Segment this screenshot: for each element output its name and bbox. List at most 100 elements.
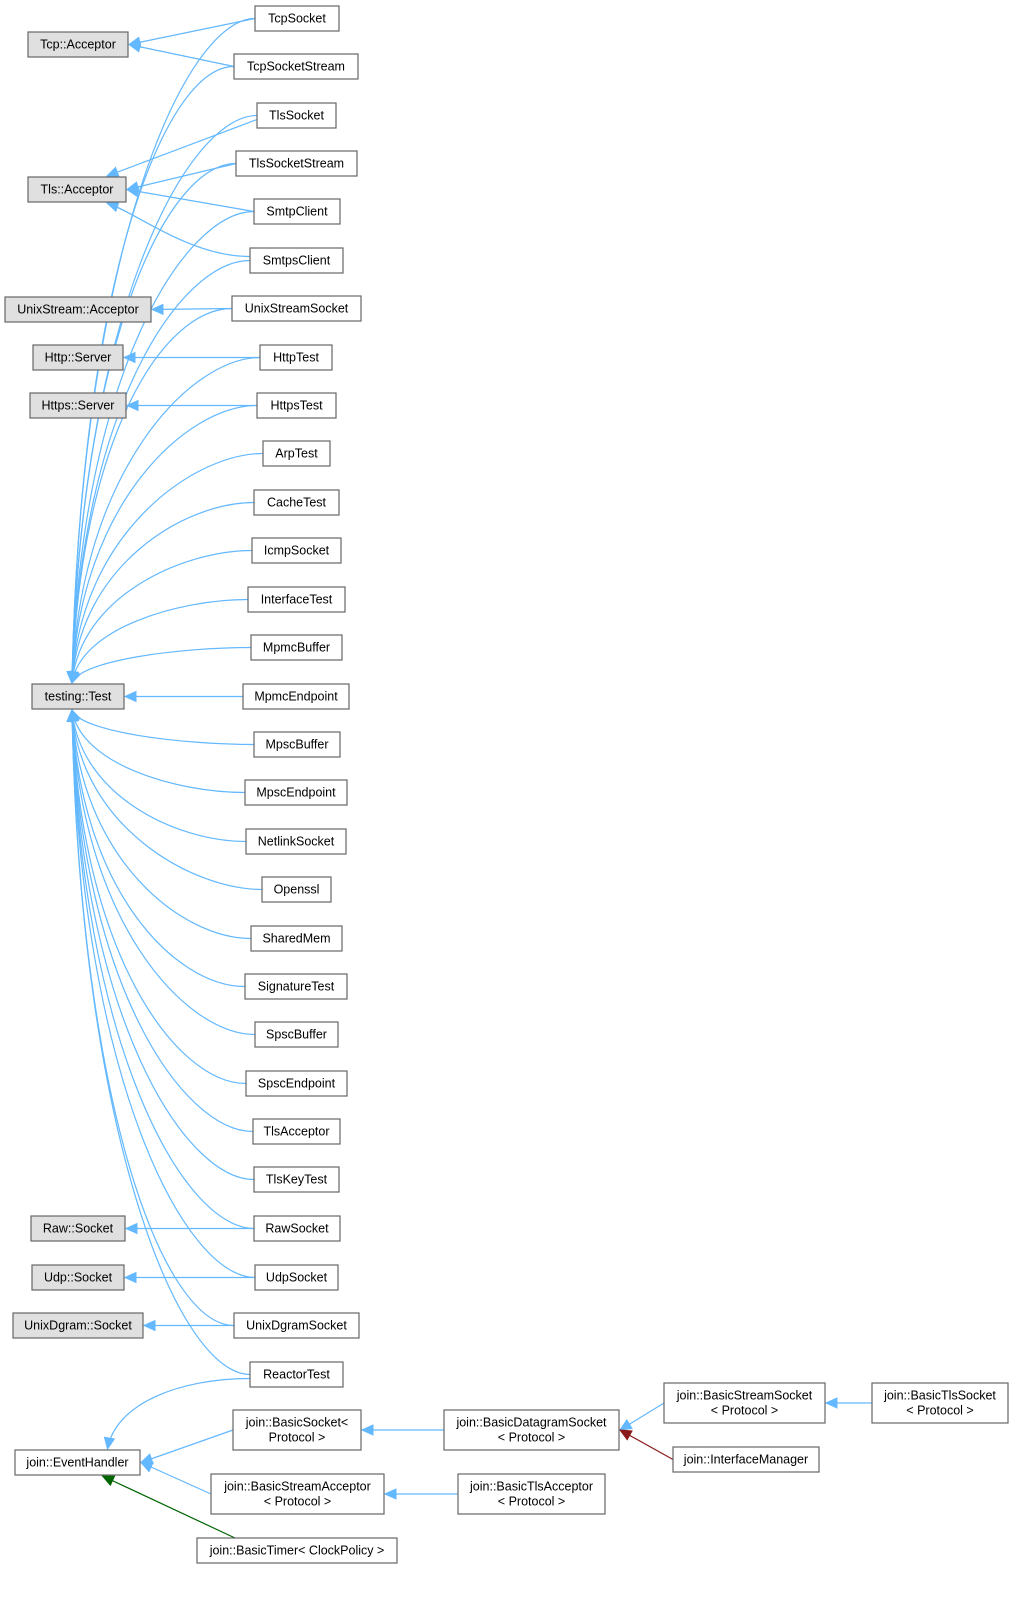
node-basic-datagram-socket[interactable]: join::BasicDatagramSocket< Protocol > (443, 1409, 620, 1451)
node-label: TlsSocketStream (249, 157, 344, 171)
node-testing-test[interactable]: testing::Test (31, 683, 125, 710)
arrowhead (127, 41, 142, 53)
node-spscbuffer[interactable]: SpscBuffer (254, 1021, 339, 1048)
node-icmpsocket[interactable]: IcmpSocket (251, 537, 342, 564)
edge-SignatureTest-to-testing_test (71, 709, 246, 988)
node-box (249, 247, 344, 274)
node-box (261, 876, 332, 903)
node-box (235, 150, 358, 177)
node-box (247, 586, 346, 613)
node-box (249, 1361, 344, 1388)
node-basic-tls-socket[interactable]: join::BasicTlsSocket< Protocol > (871, 1382, 1009, 1424)
node-tlsacceptor[interactable]: TlsAcceptor (252, 1118, 341, 1145)
edge-MpscBuffer-to-testing_test (71, 709, 255, 746)
node-box (14, 1449, 141, 1476)
node-signaturetest[interactable]: SignatureTest (244, 973, 348, 1000)
node-label: UnixDgram::Socket (24, 1319, 132, 1333)
node-basic-stream-socket[interactable]: join::BasicStreamSocket< Protocol > (663, 1382, 826, 1424)
node-raw-socket[interactable]: Raw::Socket (30, 1215, 126, 1242)
node-box (254, 1021, 339, 1048)
node-label: ArpTest (275, 447, 318, 461)
edge-basic_stream_acceptor-to-event_handler (140, 1461, 212, 1495)
node-basic-tls-acceptor[interactable]: join::BasicTlsAcceptor< Protocol > (457, 1473, 606, 1515)
node-box (253, 1215, 341, 1242)
node-label: InterfaceTest (261, 593, 333, 607)
arrowhead (105, 166, 120, 178)
node-mpmcendpoint[interactable]: MpmcEndpoint (242, 683, 350, 710)
node-https-server[interactable]: Https::Server (29, 392, 127, 419)
node-unixdgramsocket[interactable]: UnixDgramSocket (233, 1312, 360, 1339)
node-label: join::BasicTlsSocket (883, 1389, 996, 1403)
arrowhead (139, 1461, 154, 1473)
node-unixstream-acceptor[interactable]: UnixStream::Acceptor (4, 296, 152, 323)
node-udp-socket[interactable]: Udp::Socket (31, 1264, 125, 1291)
node-label: < Protocol > (906, 1404, 973, 1418)
node-httptest[interactable]: HttpTest (259, 344, 333, 371)
edge-SmtpClient-to-tls_acceptor (126, 188, 255, 213)
node-udpsocket[interactable]: UdpSocket (254, 1264, 339, 1291)
node-tcpsocketstream[interactable]: TcpSocketStream (233, 53, 359, 80)
node-tcp-acceptor[interactable]: Tcp::Acceptor (27, 31, 129, 58)
node-label: SharedMem (262, 932, 330, 946)
node-reactortest[interactable]: ReactorTest (249, 1361, 344, 1388)
node-tlssocket[interactable]: TlsSocket (256, 102, 337, 129)
node-rawsocket[interactable]: RawSocket (253, 1215, 341, 1242)
arrowhead (105, 201, 120, 213)
node-box (27, 31, 129, 58)
node-arptest[interactable]: ArpTest (262, 440, 331, 467)
node-box (250, 634, 343, 661)
node-label: SmtpsClient (263, 254, 331, 268)
arrowhead (101, 1475, 116, 1487)
node-box (250, 925, 343, 952)
node-box (256, 102, 337, 129)
node-mpscendpoint[interactable]: MpscEndpoint (244, 779, 348, 806)
node-basic-socket[interactable]: join::BasicSocket<Protocol > (232, 1409, 362, 1451)
node-label: UnixDgramSocket (246, 1319, 347, 1333)
node-label: SpscEndpoint (258, 1077, 336, 1091)
node-label: Raw::Socket (43, 1222, 114, 1236)
node-interface-manager[interactable]: join::InterfaceManager (672, 1446, 820, 1473)
node-box (233, 53, 359, 80)
node-label: MpmcEndpoint (254, 690, 338, 704)
node-smtpsclient[interactable]: SmtpsClient (249, 247, 344, 274)
node-label: Http::Server (45, 351, 112, 365)
node-netlinksocket[interactable]: NetlinkSocket (245, 828, 347, 855)
node-basic-stream-acceptor[interactable]: join::BasicStreamAcceptor< Protocol > (210, 1473, 385, 1515)
node-label: HttpTest (273, 351, 319, 365)
node-label: IcmpSocket (264, 544, 330, 558)
node-basic-timer[interactable]: join::BasicTimer< ClockPolicy > (196, 1537, 398, 1564)
node-openssl[interactable]: Openssl (261, 876, 332, 903)
node-label: join::InterfaceManager (683, 1453, 808, 1467)
edge-basic_timer-to-event_handler (102, 1475, 236, 1539)
node-event-handler[interactable]: join::EventHandler (14, 1449, 141, 1476)
arrowhead (125, 399, 139, 412)
node-tcpsocket[interactable]: TcpSocket (254, 5, 340, 32)
node-cachetest[interactable]: CacheTest (253, 489, 340, 516)
node-tlskeytest[interactable]: TlsKeyTest (253, 1166, 340, 1193)
edges-layer (66, 17, 872, 1539)
node-tlssocketstream[interactable]: TlsSocketStream (235, 150, 358, 177)
node-interfacetest[interactable]: InterfaceTest (247, 586, 346, 613)
node-mpmcbuffer[interactable]: MpmcBuffer (250, 634, 343, 661)
node-sharedmem[interactable]: SharedMem (250, 925, 343, 952)
node-httpstest[interactable]: HttpsTest (256, 392, 337, 419)
node-label: CacheTest (267, 496, 327, 510)
node-unixstreamsocket[interactable]: UnixStreamSocket (231, 295, 362, 322)
node-box (256, 392, 337, 419)
node-box (196, 1537, 398, 1564)
arrowhead (618, 1419, 633, 1431)
node-smtpclient[interactable]: SmtpClient (253, 198, 341, 225)
node-tls-acceptor[interactable]: Tls::Acceptor (27, 176, 127, 203)
node-label: < Protocol > (498, 1431, 565, 1445)
node-spscendpoint[interactable]: SpscEndpoint (245, 1070, 348, 1097)
node-label: TcpSocketStream (247, 60, 345, 74)
arrowhead (123, 1271, 137, 1284)
node-http-server[interactable]: Http::Server (32, 344, 124, 371)
node-label: TlsAcceptor (264, 1125, 330, 1139)
node-mpscbuffer[interactable]: MpscBuffer (253, 731, 341, 758)
node-unixdgram-socket[interactable]: UnixDgram::Socket (12, 1312, 144, 1339)
node-label: TcpSocket (268, 12, 326, 26)
node-label: NetlinkSocket (258, 835, 335, 849)
edge-SpscBuffer-to-testing_test (71, 709, 256, 1036)
node-label: join::EventHandler (25, 1456, 128, 1470)
